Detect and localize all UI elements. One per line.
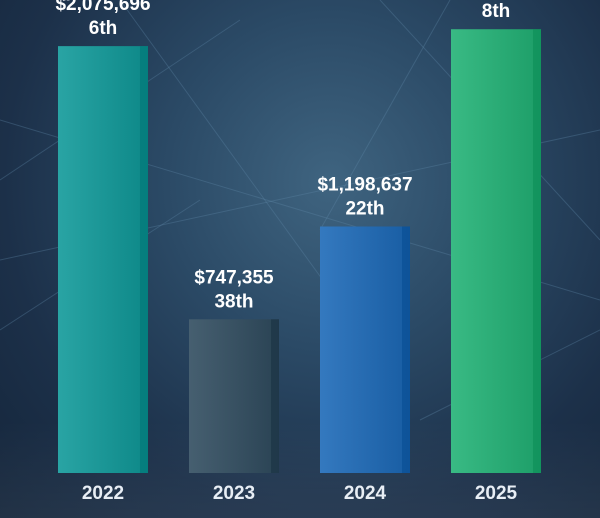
- rank-label-2023: 38th: [214, 291, 253, 312]
- bar-edge-2023: [271, 319, 279, 473]
- bar-2022: [58, 46, 148, 474]
- rank-label-2024: 22th: [345, 198, 384, 219]
- rank-label-2025: 8th: [482, 1, 511, 22]
- bar-edge-2022: [140, 46, 148, 474]
- value-label-2023: $747,355: [194, 267, 274, 288]
- x-tick-label-2024: 2024: [344, 483, 387, 504]
- x-tick-label-2025: 2025: [475, 483, 518, 504]
- x-tick-label-2022: 2022: [82, 483, 124, 504]
- bars-layer: [58, 29, 541, 474]
- bar-2025: [451, 29, 541, 473]
- value-label-2022: $2,075,696: [55, 0, 150, 15]
- x-tick-label-2023: 2023: [213, 483, 255, 504]
- value-label-2024: $1,198,637: [317, 174, 412, 195]
- labels-layer: $2,075,696 6th 2022 $747,355 38th 2023 $1,198,…: [55, 0, 518, 504]
- bar-edge-2025: [533, 29, 541, 473]
- bar-edge-2024: [402, 226, 410, 473]
- bar-2024: [320, 226, 410, 473]
- bar-2023: [189, 319, 279, 473]
- rank-label-2022: 6th: [89, 18, 118, 39]
